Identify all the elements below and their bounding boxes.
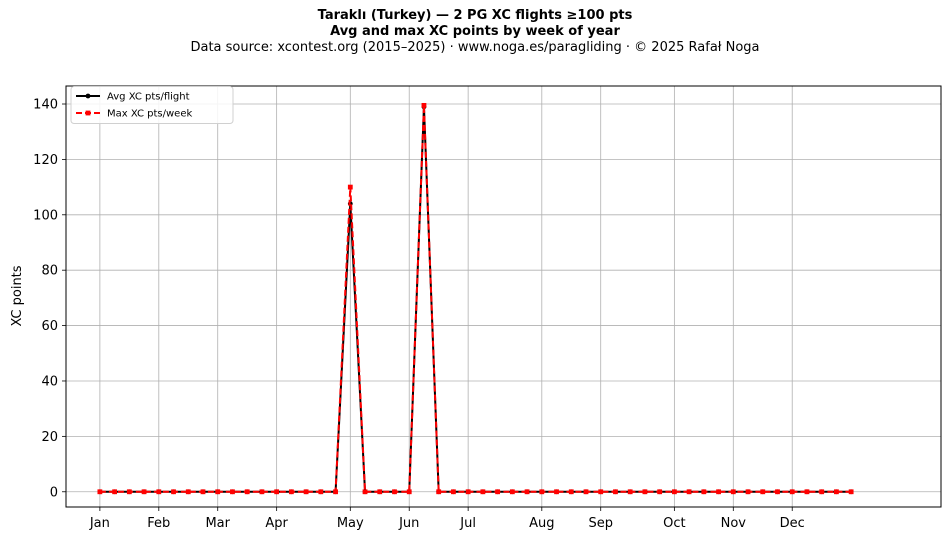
x-tick-label: May	[337, 516, 364, 531]
data-point	[834, 489, 839, 495]
data-point	[539, 489, 545, 495]
data-point	[671, 489, 677, 495]
data-point	[377, 489, 383, 495]
x-tick-label: Apr	[265, 516, 288, 531]
x-tick-label: Jan	[89, 516, 110, 531]
data-point	[568, 489, 574, 495]
data-point	[598, 489, 604, 495]
data-point	[288, 489, 294, 495]
data-point	[804, 489, 810, 495]
data-point	[156, 489, 162, 495]
x-tick-label: Jun	[398, 516, 419, 531]
y-axis: 0 20 40 60 80 100 120 140	[33, 98, 66, 500]
data-point	[495, 489, 501, 495]
data-point	[524, 489, 530, 495]
x-tick-label: Sep	[588, 516, 613, 531]
data-point	[406, 489, 412, 495]
data-point	[730, 489, 736, 495]
y-tick-label: 120	[33, 153, 58, 168]
legend-label: Max XC pts/week	[107, 109, 192, 120]
data-point	[686, 489, 692, 495]
data-point	[230, 489, 235, 495]
y-tick-label: 20	[41, 430, 58, 445]
chart-title: Taraklı (Turkey) — 2 PG XC flights ≥100 …	[317, 8, 633, 23]
plot-area-frame	[65, 85, 942, 508]
data-point	[745, 489, 751, 495]
chart-titles: Taraklı (Turkey) — 2 PG XC flights ≥100 …	[0, 8, 950, 56]
data-point	[848, 489, 854, 495]
data-point	[583, 489, 589, 495]
data-point	[642, 489, 648, 495]
data-point	[303, 489, 309, 495]
data-point	[775, 489, 780, 495]
legend: Avg XC pts/flight Max XC pts/week	[70, 86, 234, 124]
data-point	[465, 489, 471, 495]
legend-label: Avg XC pts/flight	[107, 92, 190, 103]
data-point	[171, 489, 176, 495]
data-point	[436, 489, 442, 495]
y-tick-label: 80	[41, 264, 58, 279]
data-point	[259, 489, 265, 495]
data-point	[112, 489, 118, 495]
data-point	[215, 489, 221, 495]
data-point	[627, 489, 633, 495]
x-tick-label: Oct	[663, 516, 685, 531]
data-point	[789, 489, 795, 495]
data-point	[819, 489, 825, 495]
x-tick-label: Jul	[459, 516, 476, 531]
data-point	[200, 489, 206, 495]
data-point	[185, 489, 191, 495]
data-point	[421, 102, 427, 108]
data-point	[509, 489, 515, 495]
series-group	[97, 102, 854, 495]
legend-box	[70, 86, 234, 124]
data-point	[657, 489, 663, 495]
data-point	[451, 489, 456, 495]
y-tick-label: 60	[41, 319, 58, 334]
data-point	[244, 489, 250, 495]
data-point	[333, 489, 338, 495]
grid	[66, 86, 941, 507]
data-point	[760, 489, 766, 495]
data-point	[274, 489, 280, 495]
y-tick-label: 100	[33, 208, 58, 223]
series-line-max	[99, 105, 852, 493]
legend-swatch-marker	[85, 93, 91, 99]
y-tick-label: 0	[50, 485, 58, 500]
data-source-line: Data source: xcontest.org (2015–2025) · …	[190, 40, 760, 55]
y-tick-label: 140	[33, 98, 58, 113]
data-point	[347, 184, 353, 190]
y-tick-label: 40	[41, 374, 58, 389]
chart-subtitle: Avg and max XC points by week of year	[330, 24, 620, 39]
data-point	[362, 489, 368, 495]
x-tick-label: Nov	[721, 516, 747, 531]
x-tick-label: Dec	[780, 516, 805, 531]
data-point	[97, 489, 103, 495]
data-point	[126, 489, 132, 495]
data-point	[716, 489, 721, 495]
data-point	[141, 489, 147, 495]
x-tick-label: Mar	[205, 516, 230, 531]
data-point	[480, 489, 486, 495]
data-point	[554, 489, 559, 495]
data-point	[392, 489, 397, 495]
data-point	[318, 489, 324, 495]
series-line-avg	[99, 106, 852, 493]
legend-swatch-marker	[85, 110, 91, 116]
data-point	[613, 489, 618, 495]
x-axis: Jan Feb Mar Apr May Jun Jul Aug Sep Oct Nov Dec	[89, 507, 805, 531]
x-tick-label: Feb	[147, 516, 170, 531]
x-tick-label: Aug	[529, 516, 554, 531]
data-point	[701, 489, 707, 495]
y-axis-label: XC points	[10, 265, 25, 326]
